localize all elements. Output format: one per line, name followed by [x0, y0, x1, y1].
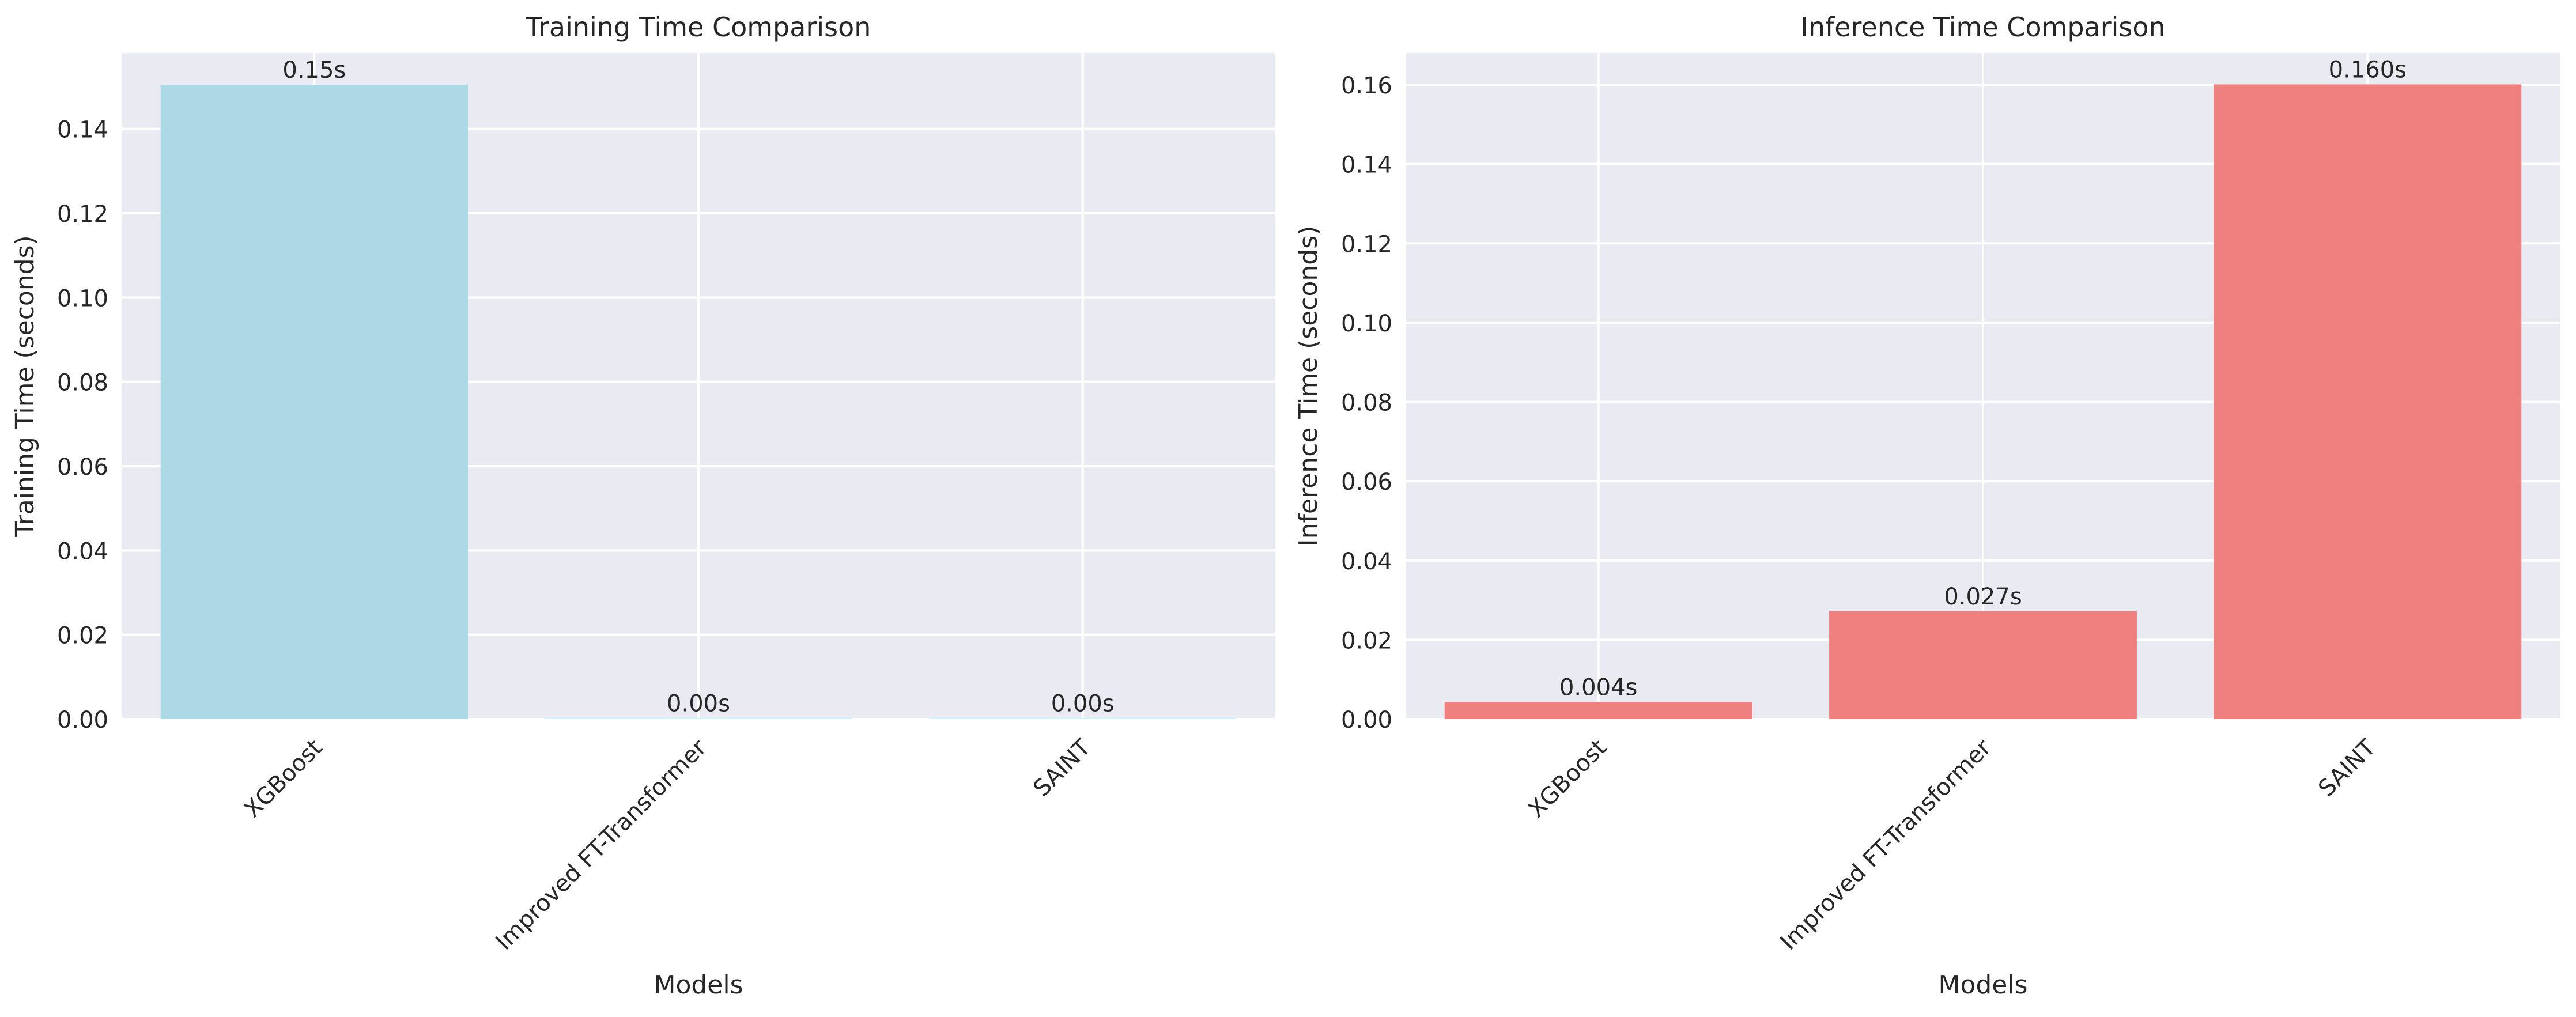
- y-tick-labels: 0.00 0.02 0.04 0.06 0.08 0.10 0.12 0.14 0.16: [1341, 73, 1392, 734]
- y-tick-label: 0.14: [1341, 152, 1392, 179]
- y-tick-label: 0.04: [57, 538, 108, 565]
- bar-value-label: 0.004s: [1559, 674, 1637, 701]
- y-tick-label: 0.06: [57, 454, 108, 481]
- x-axis-label: Models: [654, 970, 743, 1000]
- bar: [1829, 611, 2137, 719]
- y-tick-label: 0.02: [1341, 627, 1392, 654]
- y-tick-labels: 0.00 0.02 0.04 0.06 0.08 0.10 0.12 0.14: [57, 117, 108, 734]
- y-tick-label: 0.08: [1341, 390, 1392, 417]
- y-tick-label: 0.00: [57, 707, 108, 734]
- bar: [160, 84, 469, 719]
- y-tick-label: 0.16: [1341, 73, 1392, 99]
- bar-value-label: 0.15s: [282, 57, 346, 84]
- bar-labels: 0.15s 0.00s 0.00s: [282, 57, 1114, 717]
- training-time-chart: 0.15s 0.00s 0.00s 0.00 0.02 0.04 0.06 0.08 0.10…: [10, 12, 1275, 1000]
- bar-labels: 0.004s 0.027s 0.160s: [1559, 56, 2407, 701]
- y-tick-label: 0.14: [57, 117, 108, 143]
- chart-title: Inference Time Comparison: [1800, 12, 2165, 43]
- y-tick-label: 0.04: [1341, 549, 1392, 575]
- bars: [160, 84, 1237, 719]
- bars: [1444, 84, 2522, 720]
- y-axis-label: Inference Time (seconds): [1294, 226, 1323, 547]
- y-axis-label: Training Time (seconds): [10, 235, 40, 537]
- bar-value-label: 0.00s: [1051, 691, 1115, 717]
- bar-value-label: 0.160s: [2329, 56, 2407, 83]
- bar-value-label: 0.00s: [667, 691, 730, 717]
- y-tick-label: 0.06: [1341, 469, 1392, 496]
- y-tick-label: 0.12: [1341, 231, 1392, 258]
- x-axis-label: Models: [1938, 970, 2027, 1000]
- y-tick-label: 0.02: [57, 623, 108, 649]
- bar: [2214, 84, 2522, 720]
- chart-title: Training Time Comparison: [526, 12, 871, 43]
- y-tick-label: 0.10: [57, 285, 108, 312]
- y-tick-label: 0.12: [57, 201, 108, 228]
- bar: [1444, 702, 1752, 719]
- y-tick-label: 0.00: [1341, 707, 1392, 734]
- y-tick-label: 0.10: [1341, 311, 1392, 337]
- bar-value-label: 0.027s: [1944, 584, 2022, 610]
- y-tick-label: 0.08: [57, 370, 108, 396]
